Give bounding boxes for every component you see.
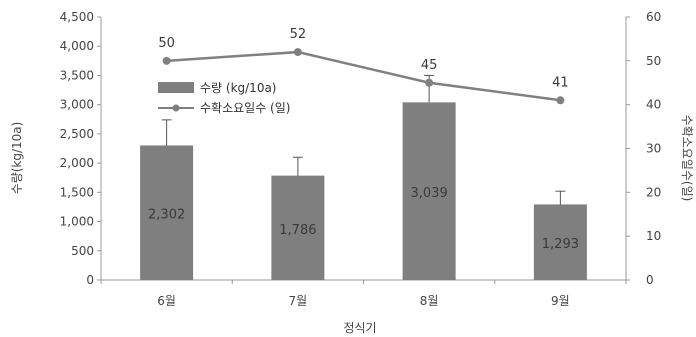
bar-value-label: 1,786 [279, 223, 316, 238]
legend-line-marker [172, 104, 180, 112]
bar-value-label: 2,302 [148, 208, 185, 223]
bar-value-label: 3,039 [411, 186, 448, 201]
y-right-tick-label: 10 [646, 229, 661, 243]
y-axis-title-left: 수량(kg/10a) [10, 122, 24, 195]
line-point [556, 96, 565, 105]
y-left-tick-label: 0 [86, 273, 94, 287]
line-point [425, 78, 434, 87]
y-right-tick-label: 30 [646, 142, 661, 156]
bar [271, 175, 325, 280]
y-right-tick-label: 0 [646, 273, 654, 287]
x-tick-label: 6월 [157, 294, 176, 308]
line-value-label: 50 [158, 36, 175, 51]
y-left-tick-label: 1,000 [60, 215, 94, 229]
x-tick-label: 9월 [551, 294, 570, 308]
bar-value-label: 1,293 [542, 237, 579, 252]
y-left-tick-label: 1,500 [60, 185, 94, 199]
bar [140, 145, 194, 280]
line-value-label: 41 [552, 75, 569, 90]
line-value-label: 45 [421, 58, 438, 73]
y-axis-right: 0 10 20 30 40 50 60 [625, 10, 661, 287]
y-left-tick-label: 2,500 [60, 127, 94, 141]
y-right-tick-label: 60 [646, 10, 661, 24]
y-right-tick-label: 40 [646, 98, 661, 112]
y-left-tick-label: 2,000 [60, 156, 94, 170]
line-point [293, 48, 302, 57]
legend: 수량 (kg/10a) 수확소요일수 (일) [158, 81, 290, 115]
data-labels: 2,302 1,786 3,039 1,293 50 52 45 41 [148, 27, 579, 252]
legend-bar-swatch [158, 82, 194, 93]
x-tick-label: 7월 [289, 294, 308, 308]
legend-bar-label: 수량 (kg/10a) [200, 81, 277, 95]
x-axis: 6월 7월 8월 9월 [100, 279, 627, 308]
y-left-tick-label: 4,000 [60, 39, 94, 53]
bar-series [140, 102, 587, 281]
line-series [162, 48, 565, 105]
y-axis-left: 0 500 1,000 1,500 2,000 2,500 3,000 3,500 4,000 4… [60, 10, 102, 287]
y-left-tick-label: 4,500 [60, 10, 94, 24]
y-axis-title-right: 수확소요일수(일) [680, 115, 694, 202]
x-axis-title: 정식기 [343, 321, 376, 335]
bar [402, 102, 456, 281]
y-right-tick-label: 50 [646, 54, 661, 68]
bar [533, 204, 587, 280]
line-path [166, 50, 561, 102]
y-left-tick-label: 500 [71, 244, 94, 258]
y-left-tick-label: 3,000 [60, 98, 94, 112]
error-bars [161, 74, 566, 205]
legend-line-label: 수확소요일수 (일) [200, 101, 290, 115]
y-right-tick-label: 20 [646, 185, 661, 199]
line-point [162, 56, 171, 65]
x-tick-label: 8월 [420, 294, 439, 308]
y-left-tick-label: 3,500 [60, 68, 94, 82]
line-value-label: 52 [290, 27, 307, 42]
